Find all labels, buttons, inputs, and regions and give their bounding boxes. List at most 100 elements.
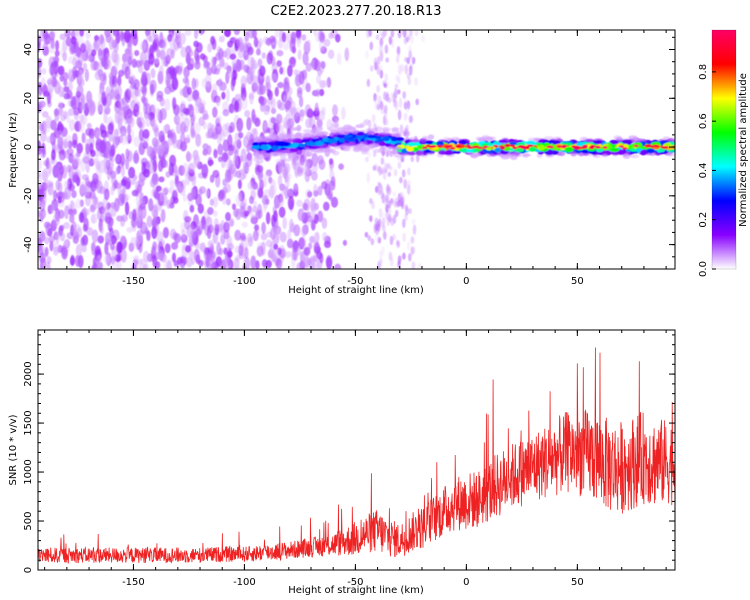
spectrogram-cell bbox=[278, 141, 286, 147]
spectrogram-cell bbox=[475, 136, 482, 141]
spectrogram-cell bbox=[46, 91, 51, 105]
spectrogram-cell bbox=[49, 240, 54, 252]
spectrogram-cell bbox=[296, 199, 303, 207]
spectrogram-cell bbox=[186, 86, 192, 96]
spectrogram-cell bbox=[92, 172, 99, 185]
spectrogram-cell bbox=[165, 48, 173, 62]
spectrogram-cell bbox=[180, 229, 187, 240]
spectrogram-cell bbox=[406, 73, 411, 80]
spectrogram-cell bbox=[64, 205, 69, 220]
spectrogram-cell bbox=[38, 87, 42, 101]
spectrogram-cell bbox=[44, 247, 49, 258]
spectrogram-cell bbox=[202, 149, 208, 156]
spectrogram-cell bbox=[292, 153, 300, 158]
spectrogram-cell bbox=[126, 51, 133, 63]
spectrogram-cell bbox=[298, 95, 304, 108]
spectrogram-cell bbox=[409, 30, 413, 36]
spectrogram-cell bbox=[53, 189, 58, 202]
spectrogram-cell bbox=[401, 30, 405, 36]
spectrogram-cell bbox=[137, 116, 146, 131]
spectrogram-cell bbox=[253, 152, 260, 157]
spectrogram-cell bbox=[370, 143, 380, 148]
spectrogram-cell bbox=[398, 64, 402, 76]
spectrogram-cell bbox=[169, 179, 176, 187]
spectrogram-cell bbox=[274, 227, 282, 240]
spectrogram-cell bbox=[90, 204, 98, 211]
spectrogram-cell bbox=[96, 100, 104, 113]
spectrogram-cell bbox=[198, 30, 205, 36]
spectrogram-cell bbox=[380, 157, 385, 165]
spectrogram-cell bbox=[62, 247, 68, 259]
spectrogram-cell bbox=[136, 111, 143, 118]
spectrogram-cell bbox=[156, 107, 161, 121]
spectrogram-cell bbox=[231, 203, 237, 211]
spectrogram-cell bbox=[667, 137, 675, 142]
spectrogram-cell bbox=[185, 245, 192, 253]
spectrogram-cell bbox=[79, 30, 85, 37]
spectrogram-cell bbox=[279, 149, 289, 154]
spectrogram-cell bbox=[548, 145, 554, 149]
spectrogram-cell bbox=[225, 212, 231, 222]
spectrogram-cell bbox=[286, 238, 294, 249]
spectrogram-cell bbox=[218, 247, 224, 256]
spectrogram-cell bbox=[38, 67, 41, 77]
spectrogram-cell bbox=[140, 41, 146, 52]
spectrogram-cell bbox=[120, 131, 128, 145]
spectrogram-cell bbox=[56, 130, 64, 144]
spectrogram-cell bbox=[297, 49, 302, 61]
spectrogram-cell bbox=[317, 155, 324, 165]
spectrogram-cell bbox=[152, 254, 158, 268]
spectrogram-cell bbox=[365, 156, 369, 163]
spectrogram-cell bbox=[253, 157, 260, 162]
spectrogram-cell bbox=[390, 136, 399, 142]
spectrogram-cell bbox=[594, 145, 600, 149]
spectrogram-cell bbox=[50, 38, 55, 49]
snr-x-tick-label: 50 bbox=[571, 577, 584, 588]
spectrogram-cell bbox=[82, 62, 88, 71]
spectrogram-cell bbox=[70, 36, 77, 45]
spectrogram-cell bbox=[158, 130, 165, 143]
spectrogram-cell bbox=[64, 180, 70, 189]
spectrogram-cell bbox=[90, 242, 97, 252]
spectrogram-cell bbox=[377, 236, 382, 244]
spectrogram-cell bbox=[167, 34, 173, 43]
spectrogram-cell bbox=[252, 229, 259, 242]
spectrogram-cell bbox=[284, 104, 290, 113]
spectrogram-cell bbox=[101, 91, 107, 106]
spectrogram-cell bbox=[318, 88, 325, 97]
spectrogram-cell bbox=[95, 180, 103, 194]
spectrogram-cell bbox=[38, 101, 43, 113]
spectrogram-cell bbox=[388, 214, 392, 223]
spectrogram-cell bbox=[218, 35, 225, 43]
spectrogram-cell bbox=[145, 103, 151, 116]
spectrogram-cell bbox=[104, 242, 109, 256]
spectrogram-cell bbox=[515, 148, 525, 153]
spectrogram-cell bbox=[278, 38, 284, 49]
spectrogram-cell bbox=[72, 153, 80, 167]
spectrogram-cell bbox=[602, 146, 608, 149]
spectrogram-cell bbox=[265, 37, 272, 46]
spectrogram-cell bbox=[311, 60, 316, 71]
spectrogram-cell bbox=[486, 143, 495, 147]
spectrogram-cell bbox=[148, 35, 153, 43]
spectrogram-cell bbox=[222, 109, 230, 117]
spectrogram-cell bbox=[295, 30, 302, 39]
spectrogram-cell bbox=[305, 211, 311, 218]
spectrogram-cell bbox=[116, 241, 123, 254]
spectrogram-cell bbox=[57, 196, 62, 204]
spectrogram-cell bbox=[150, 68, 156, 79]
spectrogram-cell bbox=[279, 231, 287, 243]
spectrogram-cell bbox=[172, 97, 177, 110]
spectrogram-cell bbox=[385, 148, 392, 152]
spectrogram-cell bbox=[364, 231, 369, 238]
spectrogram-cell bbox=[185, 134, 191, 144]
spectrogram-cell bbox=[389, 235, 394, 246]
spectrogram-cell bbox=[185, 171, 191, 186]
spectrogram-cell bbox=[302, 133, 311, 139]
spectrogram-cell bbox=[320, 61, 326, 69]
spectrogram-cell bbox=[388, 36, 393, 45]
spectrogram-cell bbox=[536, 153, 543, 158]
spectrogram-cell bbox=[215, 122, 222, 135]
spectrogram-cell bbox=[97, 48, 103, 61]
